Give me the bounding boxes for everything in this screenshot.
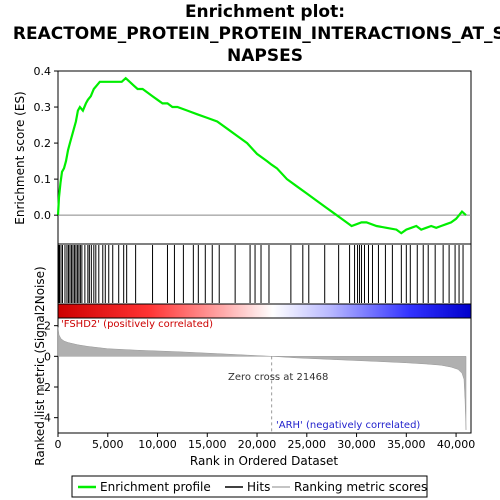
chart-title-line-3: NAPSES xyxy=(227,46,303,66)
legend-hits-label: Hits xyxy=(247,480,270,494)
ranking-metric-area xyxy=(57,327,467,430)
enrichment-profile-line xyxy=(56,76,467,235)
metric-layer xyxy=(57,327,467,433)
es-panel xyxy=(57,70,472,245)
x-tick-label: 10,000 xyxy=(138,438,177,451)
metric-panel xyxy=(57,317,472,434)
legend-metric-label: Ranking metric scores xyxy=(294,480,427,494)
chart-title-line-1: Enrichment plot: xyxy=(185,2,345,22)
zero-cross-label: Zero cross at 21468 xyxy=(228,372,328,383)
x-tick-label: 0 xyxy=(55,438,62,451)
x-tick-label: 15,000 xyxy=(188,438,227,451)
neg-correlated-label: 'ARH' (negatively correlated) xyxy=(276,420,420,431)
axis-layer: 0 5,000 10,000 15,000 20,000 25,000 30,000 35,0… xyxy=(34,65,476,451)
es-y-tick-label: 0.4 xyxy=(34,65,52,78)
metric-y-tick-label: 0 xyxy=(44,350,51,363)
y-axis-label-metric: Ranked list metric (Signal2Noise) xyxy=(33,266,47,465)
metric-y-tick-label: 2 xyxy=(44,320,51,333)
x-tick-label: 5,000 xyxy=(92,438,124,451)
metric-y-tick-label: -4 xyxy=(40,412,51,425)
es-y-tick-label: 0.1 xyxy=(34,173,52,186)
x-tick-label: 20,000 xyxy=(238,438,277,451)
x-tick-label: 25,000 xyxy=(288,438,327,451)
es-layer xyxy=(56,76,471,235)
chart-title-line-2: REACTOME_PROTEIN_PROTEIN_INTERACTIONS_AT… xyxy=(13,24,500,44)
hits-panel xyxy=(57,243,472,305)
x-tick-label: 35,000 xyxy=(387,438,426,451)
legend-profile-label: Enrichment profile xyxy=(100,480,211,494)
x-tick-label: 40,000 xyxy=(437,438,476,451)
es-y-tick-label: 0.2 xyxy=(34,137,52,150)
legend-box xyxy=(71,475,428,498)
rank-color-bar xyxy=(57,303,472,319)
metric-y-tick-label: -2 xyxy=(40,381,51,394)
hits-layer xyxy=(57,245,464,303)
x-axis-label: Rank in Ordered Dataset xyxy=(190,454,338,468)
x-tick-label: 30,000 xyxy=(337,438,376,451)
y-axis-label-es: Enrichment score (ES) xyxy=(13,91,27,224)
es-y-tick-label: 0.3 xyxy=(34,101,52,114)
pos-correlated-label: 'FSHD2' (positively correlated) xyxy=(61,319,213,330)
es-y-tick-label: 0.0 xyxy=(34,209,52,222)
